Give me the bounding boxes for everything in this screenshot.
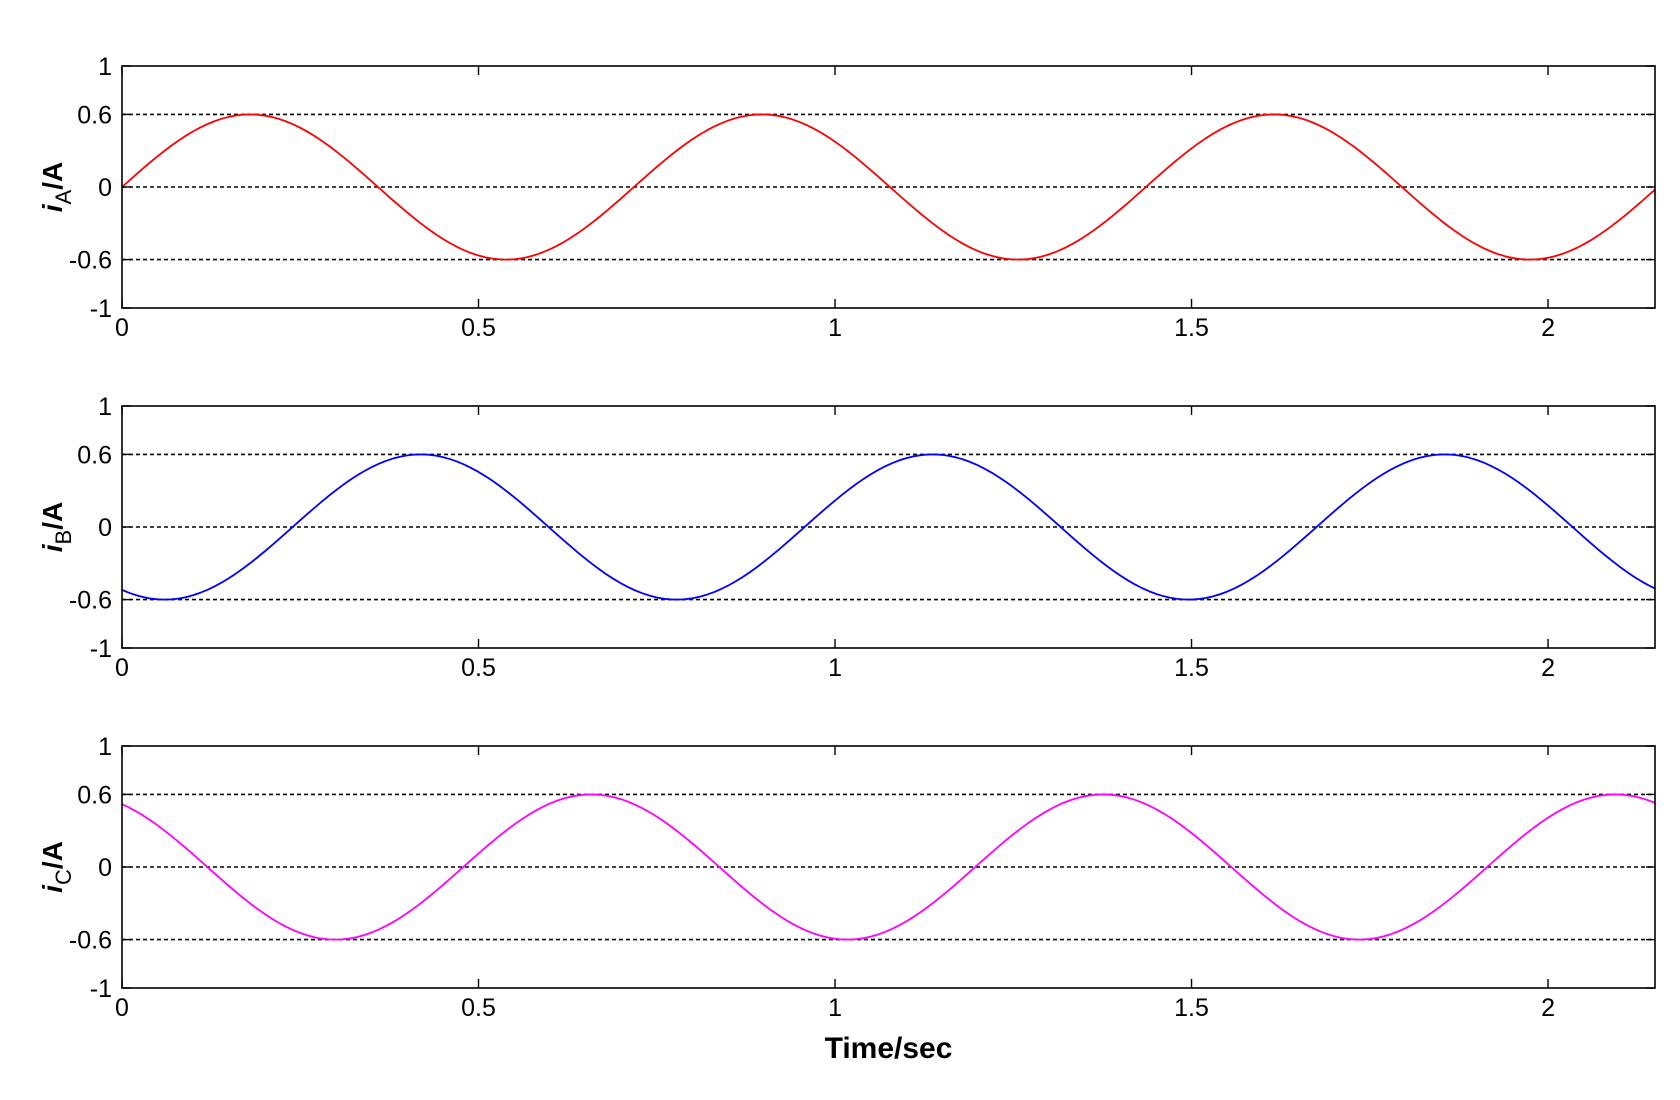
y-axis-label: iB/A xyxy=(37,502,76,552)
x-tick-label: 0 xyxy=(115,314,129,342)
y-axis-label-symbol: i xyxy=(37,543,68,552)
series-line xyxy=(121,453,1656,601)
x-tick-label: 2 xyxy=(1541,994,1555,1022)
series-line xyxy=(121,113,1656,261)
x-tick-label: 0.5 xyxy=(461,654,496,682)
y-axis-label-subscript: A xyxy=(51,189,76,204)
x-tick-label: 1.5 xyxy=(1174,314,1209,342)
y-tick-label: 0.6 xyxy=(77,781,112,809)
x-tick-label: 1 xyxy=(828,654,842,682)
chart-panel-2: 0 0.5 1 1.5 2 -1 -0.6 0 0.6 1 iC/A Time/sec xyxy=(37,733,1656,1065)
y-tick-label: 1 xyxy=(98,53,112,81)
series-line xyxy=(121,793,1656,941)
y-axis-label: iA/A xyxy=(37,162,76,212)
y-tick-label: 0.6 xyxy=(77,101,112,129)
chart-panel-1: 0 0.5 1 1.5 2 -1 -0.6 0 0.6 1 iB/A xyxy=(37,393,1656,682)
y-tick-label: -0.6 xyxy=(69,587,112,615)
y-tick-label: 0 xyxy=(98,514,112,542)
y-tick-label: 1 xyxy=(98,733,112,761)
x-tick-label: 2 xyxy=(1541,654,1555,682)
y-axis-label-unit: /A xyxy=(37,162,68,190)
y-tick-label: 0 xyxy=(98,854,112,882)
y-tick-label: -1 xyxy=(90,295,112,323)
x-tick-label: 1 xyxy=(828,314,842,342)
x-tick-label: 1 xyxy=(828,994,842,1022)
x-axis-label: Time/sec xyxy=(825,1032,953,1065)
y-axis-label-symbol: i xyxy=(37,203,68,212)
y-axis-label-subscript: C xyxy=(51,869,76,885)
y-tick-label: 1 xyxy=(98,393,112,421)
y-axis-label-symbol: i xyxy=(37,884,68,893)
x-tick-label: 2 xyxy=(1541,314,1555,342)
y-axis-label-unit: /A xyxy=(37,841,68,869)
y-tick-label: 0.6 xyxy=(77,441,112,469)
x-tick-label: 0 xyxy=(115,994,129,1022)
y-tick-label: 0 xyxy=(98,174,112,202)
y-tick-label: -1 xyxy=(90,975,112,1003)
y-tick-label: -0.6 xyxy=(69,927,112,955)
y-tick-label: -0.6 xyxy=(69,247,112,275)
x-tick-label: 1.5 xyxy=(1174,994,1209,1022)
y-tick-label: -1 xyxy=(90,635,112,663)
y-axis-label-subscript: B xyxy=(51,530,76,545)
y-axis-label: iC/A xyxy=(37,841,76,893)
x-tick-label: 0.5 xyxy=(461,314,496,342)
chart-panel-0: 0 0.5 1 1.5 2 -1 -0.6 0 0.6 1 iA/A xyxy=(37,53,1656,342)
x-tick-label: 0.5 xyxy=(461,994,496,1022)
x-tick-label: 0 xyxy=(115,654,129,682)
x-tick-label: 1.5 xyxy=(1174,654,1209,682)
y-axis-label-unit: /A xyxy=(37,502,68,530)
